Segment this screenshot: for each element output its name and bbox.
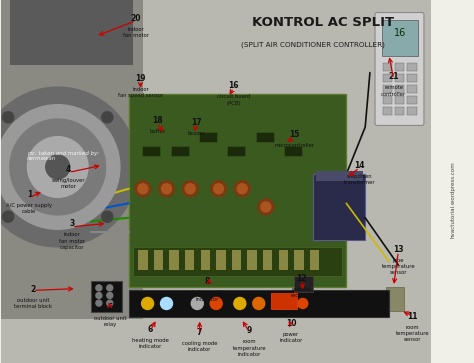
Circle shape xyxy=(10,119,106,215)
Text: 7: 7 xyxy=(197,328,202,337)
FancyBboxPatch shape xyxy=(171,146,189,156)
Circle shape xyxy=(162,184,172,194)
Text: KONTROL AC SPLIT: KONTROL AC SPLIT xyxy=(252,16,394,29)
Circle shape xyxy=(96,285,102,291)
Text: (SPLIT AIR CONDITIONER CONTROLLER): (SPLIT AIR CONDITIONER CONTROLLER) xyxy=(241,42,385,48)
Circle shape xyxy=(107,285,113,291)
FancyBboxPatch shape xyxy=(407,96,417,104)
Text: A/C power supply
cable: A/C power supply cable xyxy=(6,203,52,215)
Circle shape xyxy=(253,297,265,310)
Circle shape xyxy=(234,297,246,310)
FancyBboxPatch shape xyxy=(216,250,226,270)
Text: buffer: buffer xyxy=(149,129,165,134)
FancyBboxPatch shape xyxy=(279,250,288,270)
Circle shape xyxy=(210,181,227,197)
Text: 19: 19 xyxy=(135,74,146,83)
Text: stepdown
transformer: stepdown transformer xyxy=(344,174,375,185)
FancyBboxPatch shape xyxy=(316,171,363,182)
Text: 5: 5 xyxy=(107,303,112,312)
FancyBboxPatch shape xyxy=(228,146,246,156)
Circle shape xyxy=(27,136,88,197)
FancyBboxPatch shape xyxy=(313,174,365,240)
FancyBboxPatch shape xyxy=(395,107,404,115)
FancyBboxPatch shape xyxy=(294,276,313,292)
FancyBboxPatch shape xyxy=(383,74,392,82)
FancyBboxPatch shape xyxy=(201,250,210,270)
FancyBboxPatch shape xyxy=(128,290,389,317)
Circle shape xyxy=(2,112,14,123)
Text: power
indicator: power indicator xyxy=(279,332,302,343)
FancyBboxPatch shape xyxy=(185,250,194,270)
Text: room
temperature
sensor: room temperature sensor xyxy=(396,325,429,342)
Circle shape xyxy=(0,105,120,229)
Text: 18: 18 xyxy=(152,116,163,125)
Circle shape xyxy=(210,297,222,310)
Circle shape xyxy=(258,199,274,215)
Circle shape xyxy=(138,184,148,194)
FancyBboxPatch shape xyxy=(310,250,319,270)
FancyBboxPatch shape xyxy=(407,107,417,115)
Circle shape xyxy=(135,181,151,197)
Text: 9: 9 xyxy=(246,326,252,335)
Text: room
temperature
indicator: room temperature indicator xyxy=(232,339,266,357)
Circle shape xyxy=(191,297,203,310)
Circle shape xyxy=(298,298,308,309)
FancyBboxPatch shape xyxy=(407,63,417,71)
FancyBboxPatch shape xyxy=(294,250,304,270)
FancyBboxPatch shape xyxy=(284,146,302,156)
Circle shape xyxy=(261,202,271,212)
FancyBboxPatch shape xyxy=(407,85,417,93)
Circle shape xyxy=(102,211,113,222)
Text: 16: 16 xyxy=(228,81,239,90)
FancyBboxPatch shape xyxy=(395,63,404,71)
Text: 14: 14 xyxy=(354,161,365,170)
FancyBboxPatch shape xyxy=(1,0,431,363)
Circle shape xyxy=(96,300,102,306)
Circle shape xyxy=(46,155,70,179)
Text: 21: 21 xyxy=(388,72,399,81)
Circle shape xyxy=(2,211,14,222)
FancyBboxPatch shape xyxy=(383,85,392,93)
FancyBboxPatch shape xyxy=(383,96,392,104)
Text: 12: 12 xyxy=(296,274,307,283)
Text: indoor
fan speed sensor: indoor fan speed sensor xyxy=(118,87,163,98)
Text: microcontroller: microcontroller xyxy=(274,143,314,148)
FancyBboxPatch shape xyxy=(383,107,392,115)
Circle shape xyxy=(185,184,195,194)
FancyBboxPatch shape xyxy=(142,146,160,156)
Text: indoor
fan motor
capacitor: indoor fan motor capacitor xyxy=(59,232,85,250)
Text: 20: 20 xyxy=(130,14,141,23)
Text: buzzer: buzzer xyxy=(187,131,205,136)
FancyBboxPatch shape xyxy=(128,94,346,287)
FancyBboxPatch shape xyxy=(375,12,424,126)
FancyBboxPatch shape xyxy=(154,250,163,270)
Text: drying mode
indicator: drying mode indicator xyxy=(190,290,224,302)
FancyBboxPatch shape xyxy=(395,85,404,93)
FancyBboxPatch shape xyxy=(256,132,274,142)
Text: heating mode
indicator: heating mode indicator xyxy=(132,338,169,349)
Text: 15: 15 xyxy=(289,130,300,139)
Text: 10: 10 xyxy=(286,319,296,328)
FancyBboxPatch shape xyxy=(10,0,133,65)
FancyBboxPatch shape xyxy=(138,250,147,270)
FancyBboxPatch shape xyxy=(383,63,392,71)
Circle shape xyxy=(107,300,113,306)
Text: remote
controller: remote controller xyxy=(381,85,406,97)
Circle shape xyxy=(182,181,198,197)
Text: 2: 2 xyxy=(30,285,36,294)
FancyBboxPatch shape xyxy=(247,250,257,270)
FancyBboxPatch shape xyxy=(395,96,404,104)
Text: 4: 4 xyxy=(66,165,71,174)
FancyBboxPatch shape xyxy=(386,287,404,311)
FancyBboxPatch shape xyxy=(199,132,217,142)
Text: outdoor unit
terminal block: outdoor unit terminal block xyxy=(14,298,52,309)
Text: 1: 1 xyxy=(27,190,32,199)
Circle shape xyxy=(142,297,154,310)
Text: 6: 6 xyxy=(148,325,153,334)
FancyBboxPatch shape xyxy=(395,74,404,82)
Circle shape xyxy=(237,184,247,194)
Text: pic. taken and marked by:
hermawan: pic. taken and marked by: hermawan xyxy=(27,151,99,162)
Circle shape xyxy=(102,112,113,123)
Text: 13: 13 xyxy=(393,245,403,254)
